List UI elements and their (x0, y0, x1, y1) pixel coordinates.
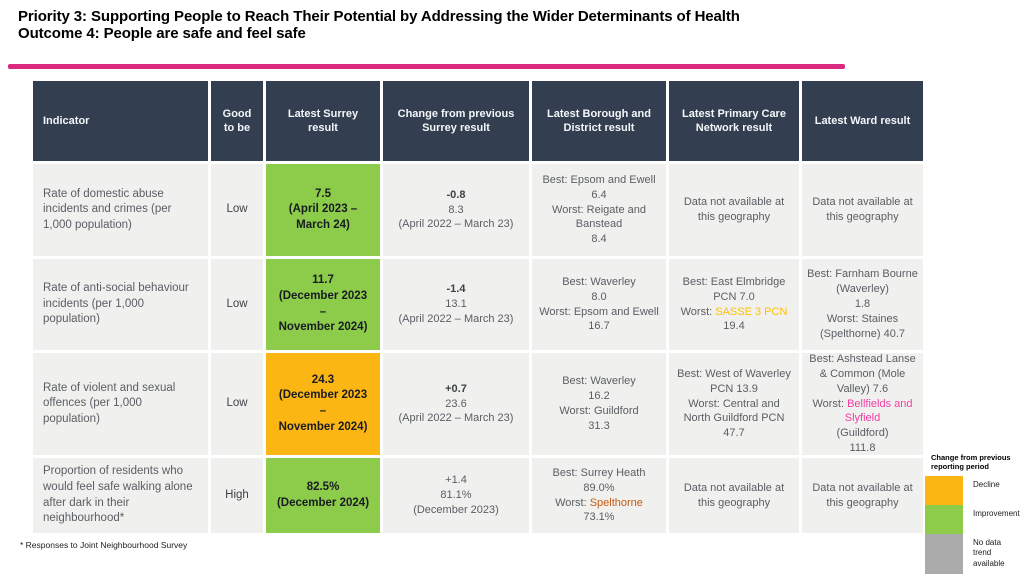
title-divider-rule (8, 64, 845, 69)
indicators-table: Indicator Good to be Latest Surrey result C… (33, 81, 923, 533)
cell-indicator-row2: Rate of anti-social behaviour incidents … (33, 259, 208, 350)
legend-title: Change from previous reporting period (931, 453, 1011, 471)
legend-items: Decline Improvement No data trend availabl… (925, 476, 1024, 574)
legend-item-no-data-trend-available: No data trend available (925, 534, 1024, 574)
column-header-good_to_be: Good to be (211, 81, 263, 161)
cell-good_to_be-row4: High (211, 458, 263, 533)
cell-ward-row4: Data not available at this geography (802, 458, 923, 533)
legend-label: Improvement (973, 509, 1020, 518)
cell-borough_district-row3: Best: Waverley 16.2 Worst: Guildford 31.3 (532, 353, 666, 455)
page-title-line1: Priority 3: Supporting People to Reach T… (18, 8, 740, 25)
cell-change-row3: +0.7 23.6 (April 2022 – March 23) (383, 353, 529, 455)
cell-borough_district-row1: Best: Epsom and Ewell 6.4 Worst: Reigate a… (532, 164, 666, 256)
legend-item-improvement: Improvement (925, 505, 1024, 534)
legend-item-decline: Decline (925, 476, 1024, 505)
trend-legend: Change from previous reporting period De… (925, 453, 1024, 574)
legend-label: Decline (973, 480, 1000, 489)
cell-pcn-row2: Best: East Elmbridge PCN 7.0 Worst: SASSE… (669, 259, 799, 350)
cell-surrey_result-row1: 7.5 (April 2023 – March 24) (266, 164, 380, 256)
cell-surrey_result-row2: 11.7 (December 2023– November 2024) (266, 259, 380, 350)
cell-surrey_result-row3: 24.3 (December 2023– November 2024) (266, 353, 380, 455)
cell-ward-row3: Best: Ashstead Lanse & Common (Mole Vall… (802, 353, 923, 455)
cell-borough_district-row2: Best: Waverley 8.0 Worst: Epsom and Ewell … (532, 259, 666, 350)
column-header-indicator: Indicator (33, 81, 208, 161)
column-header-borough_district: Latest Borough and District result (532, 81, 666, 161)
footnote: * Responses to Joint Neighbourhood Surve… (20, 540, 188, 550)
cell-change-row2: -1.4 13.1 (April 2022 – March 23) (383, 259, 529, 350)
cell-change-row1: -0.8 8.3 (April 2022 – March 23) (383, 164, 529, 256)
cell-pcn-row3: Best: West of Waverley PCN 13.9 Worst: Ce… (669, 353, 799, 455)
cell-indicator-row4: Proportion of residents who would feel s… (33, 458, 208, 533)
cell-borough_district-row4: Best: Surrey Heath 89.0% Worst: Spelthorne… (532, 458, 666, 533)
cell-ward-row1: Data not available at this geography (802, 164, 923, 256)
column-header-ward: Latest Ward result (802, 81, 923, 161)
legend-label: No data trend available (973, 538, 1005, 568)
cell-indicator-row1: Rate of domestic abuse incidents and cri… (33, 164, 208, 256)
page-title-line2: Outcome 4: People are safe and feel safe (18, 24, 306, 42)
page-title: Priority 3: Supporting People to Reach T… (18, 8, 918, 43)
column-header-pcn: Latest Primary Care Network result (669, 81, 799, 161)
column-header-change: Change from previous Surrey result (383, 81, 529, 161)
cell-surrey_result-row4: 82.5% (December 2024) (266, 458, 380, 533)
cell-change-row4: +1.4 81.1% (December 2023) (383, 458, 529, 533)
cell-pcn-row4: Data not available at this geography (669, 458, 799, 533)
legend-swatch-icon (925, 505, 963, 534)
cell-good_to_be-row2: Low (211, 259, 263, 350)
cell-pcn-row1: Data not available at this geography (669, 164, 799, 256)
column-header-surrey_result: Latest Surrey result (266, 81, 380, 161)
legend-swatch-icon (925, 534, 963, 574)
legend-swatch-icon (925, 476, 963, 505)
cell-good_to_be-row1: Low (211, 164, 263, 256)
cell-ward-row2: Best: Farnham Bourne (Waverley) 1.8 Worst:… (802, 259, 923, 350)
cell-good_to_be-row3: Low (211, 353, 263, 455)
cell-indicator-row3: Rate of violent and sexual offences (per… (33, 353, 208, 455)
